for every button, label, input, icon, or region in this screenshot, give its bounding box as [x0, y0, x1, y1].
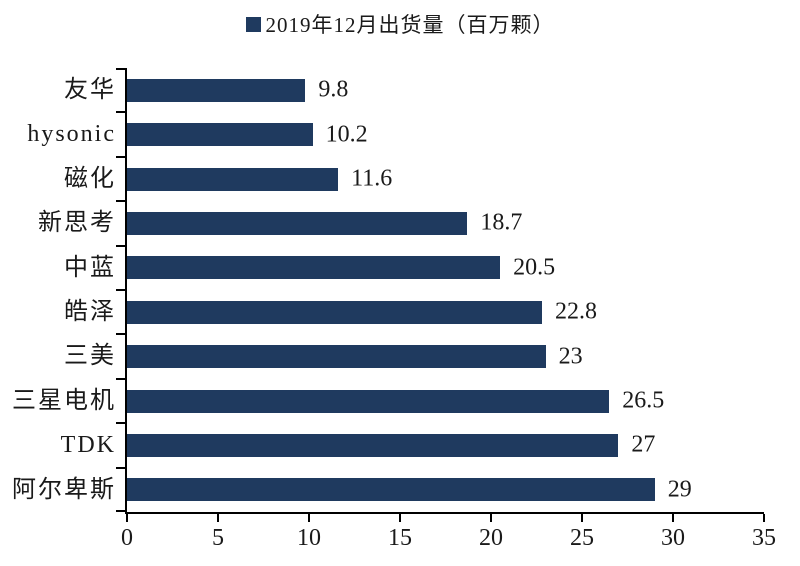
x-axis-tick — [217, 514, 219, 522]
x-axis-tick — [308, 514, 310, 522]
bar-value-label: 11.6 — [351, 165, 393, 192]
y-axis-tick — [116, 510, 125, 512]
category-label: 磁化 — [64, 165, 116, 192]
y-axis-tick — [116, 333, 125, 336]
category-label: 三美 — [64, 343, 116, 370]
x-axis-tick-label: 10 — [297, 525, 321, 551]
x-axis-tick-label: 25 — [570, 525, 594, 551]
x-axis-tick-label: 5 — [212, 525, 224, 551]
y-axis-tick — [116, 422, 125, 425]
x-axis-tick-label: 15 — [388, 525, 412, 551]
x-axis-tick — [581, 514, 583, 522]
bar-6 — [127, 345, 546, 369]
category-label: 友华 — [64, 77, 116, 103]
y-axis-tick — [116, 111, 125, 114]
x-axis-tick-label: 30 — [661, 525, 685, 551]
category-label: 皓泽 — [64, 299, 116, 325]
bar-value-label: 22.8 — [554, 298, 597, 325]
bar-9 — [127, 478, 655, 502]
bar-value-label: 29 — [667, 476, 692, 503]
category-label: TDK — [60, 432, 116, 459]
category-label: 中蓝 — [64, 254, 116, 281]
bar-value-label: 27 — [631, 431, 656, 458]
y-axis-tick — [116, 289, 125, 291]
bar-7 — [127, 389, 610, 413]
legend-label: 2019年12月出货量（百万颗） — [265, 13, 555, 37]
bar-value-label: 18.7 — [480, 209, 523, 236]
bar-value-label: 23 — [558, 343, 583, 370]
bar-value-label: 9.8 — [318, 76, 349, 103]
bar-3 — [127, 211, 468, 235]
x-axis-tick — [490, 514, 492, 522]
x-axis-tick-label: 35 — [752, 525, 776, 551]
bar-0 — [127, 78, 306, 102]
x-axis-tick-label: 0 — [121, 525, 133, 551]
x-axis-tick-label: 20 — [479, 525, 503, 551]
x-axis-tick — [763, 514, 765, 522]
category-axis: 友华 hysonic 磁化新思考中蓝皓泽三美三星电机 TDK 阿尔卑斯 — [0, 68, 116, 512]
category-label: 新思考 — [38, 210, 116, 237]
bar-1 — [127, 123, 313, 147]
y-axis-tick — [116, 244, 125, 247]
y-axis-tick — [116, 68, 125, 70]
y-axis-tick — [116, 377, 125, 380]
bar-value-label: 10.2 — [325, 121, 368, 148]
x-axis-tick — [126, 514, 128, 522]
bar-value-label: 26.5 — [622, 387, 665, 414]
y-axis-tick — [116, 200, 125, 203]
x-axis-tick — [672, 514, 674, 522]
bar-value-label: 20.5 — [513, 254, 556, 281]
category-label: 阿尔卑斯 — [12, 476, 116, 503]
x-axis-tick — [399, 514, 401, 522]
bar-2 — [127, 167, 339, 191]
y-axis-tick — [116, 466, 125, 469]
legend: 2019年12月出货量（百万颗） — [0, 9, 800, 39]
bar-5 — [127, 300, 542, 324]
plot-area: 9.8 10.2 11.6 18.7 20.5 22.8 23 26.5 27 29 0 5 10 15 2… — [116, 68, 776, 551]
legend-marker-icon — [245, 16, 261, 32]
y-axis-tick — [116, 155, 125, 158]
bar-8 — [127, 433, 619, 457]
bar-4 — [127, 256, 501, 280]
category-label: 三星电机 — [12, 387, 116, 414]
category-label: hysonic — [27, 121, 116, 148]
